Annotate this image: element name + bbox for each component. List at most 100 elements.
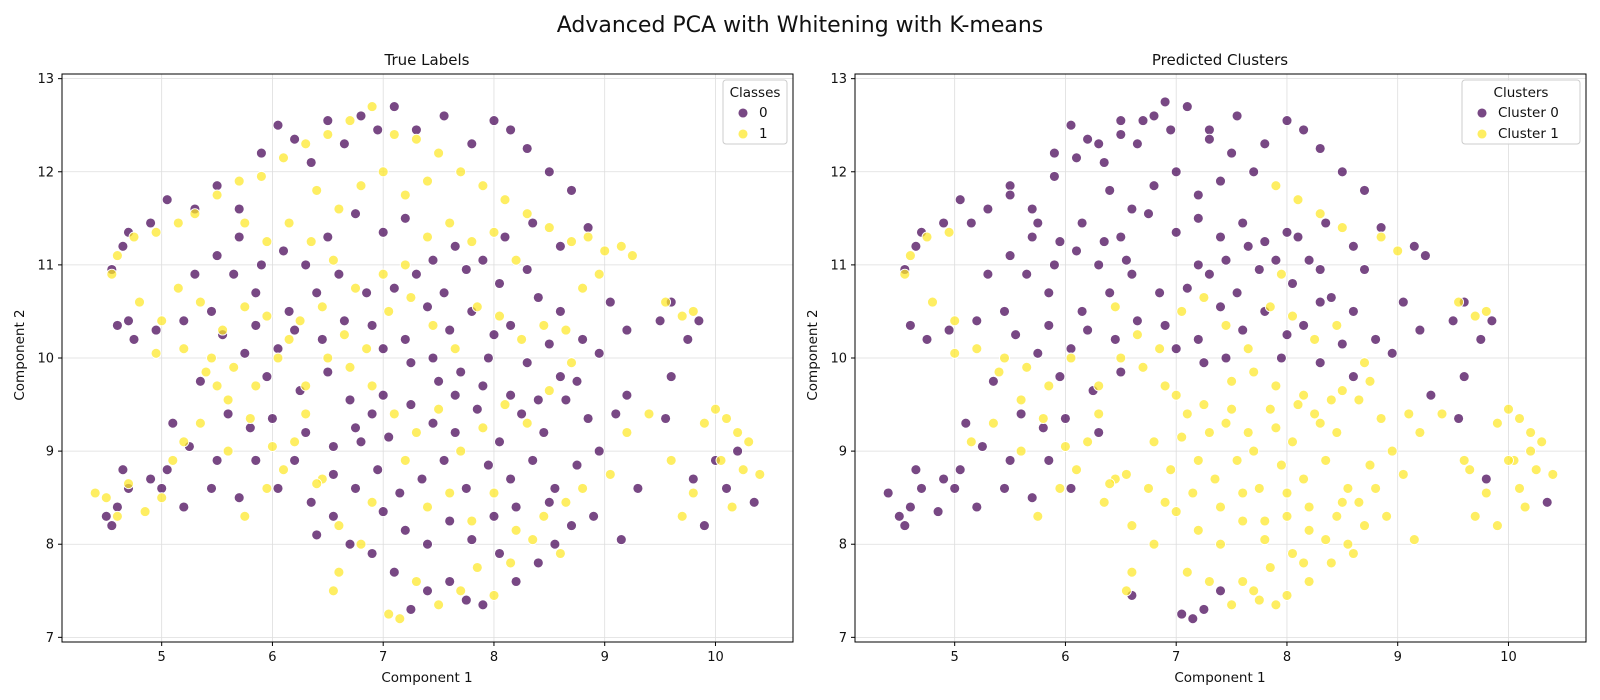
scatter-point	[433, 403, 445, 415]
scatter-point	[1115, 115, 1127, 127]
scatter-point	[1475, 333, 1487, 345]
scatter-point	[322, 129, 334, 140]
scatter-point	[422, 585, 433, 597]
scatter-point	[311, 478, 323, 490]
scatter-point	[233, 203, 245, 215]
figure-title: Advanced PCA with Whitening with K-means	[557, 13, 1044, 38]
scatter-point	[1414, 324, 1426, 336]
scatter-point	[554, 548, 566, 559]
scatter-point	[422, 501, 433, 513]
scatter-point	[582, 222, 594, 234]
scatter-point	[676, 510, 688, 522]
scatter-point	[294, 315, 306, 327]
scatter-point	[1093, 138, 1105, 150]
scatter-point	[1237, 487, 1249, 499]
scatter-point	[949, 315, 961, 327]
scatter-point	[932, 506, 944, 518]
scatter-point	[1148, 180, 1160, 192]
scatter-point	[1192, 333, 1204, 345]
scatter-point	[1336, 338, 1348, 350]
scatter-point	[89, 487, 101, 499]
scatter-point	[1048, 170, 1060, 182]
scatter-point	[999, 352, 1010, 364]
scatter-point	[1292, 231, 1304, 243]
scatter-point	[399, 524, 411, 536]
scatter-point	[211, 189, 223, 201]
scatter-point	[327, 585, 339, 597]
scatter-point	[350, 282, 361, 294]
scatter-point	[100, 492, 112, 504]
y-tick-label: 13	[37, 72, 54, 87]
scatter-point	[333, 268, 345, 280]
scatter-point	[300, 380, 312, 392]
scatter-point	[471, 562, 483, 573]
y-tick-label: 9	[839, 445, 847, 460]
subplot-title: True Labels	[384, 51, 470, 69]
scatter-point	[1364, 459, 1376, 471]
scatter-point	[1198, 292, 1210, 303]
series-1	[89, 101, 766, 625]
y-tick-label: 11	[37, 258, 54, 273]
scatter-point	[455, 366, 467, 378]
scatter-point	[899, 520, 911, 532]
scatter-point	[621, 389, 633, 401]
scatter-point	[1248, 445, 1260, 457]
scatter-point	[1048, 259, 1060, 271]
scatter-point	[1314, 264, 1326, 275]
scatter-point	[1336, 166, 1348, 178]
scatter-point	[582, 413, 594, 424]
scatter-point	[327, 441, 339, 452]
scatter-point	[943, 324, 955, 336]
x-tick-label: 7	[1172, 650, 1180, 665]
scatter-point	[422, 301, 433, 313]
scatter-point	[982, 268, 994, 280]
scatter-point	[123, 315, 134, 327]
scatter-point	[1215, 538, 1226, 550]
scatter-point	[250, 287, 262, 299]
scatter-point	[1143, 208, 1154, 220]
scatter-point	[433, 375, 445, 387]
scatter-point	[949, 347, 961, 359]
scatter-point	[543, 385, 555, 397]
scatter-point	[233, 231, 245, 243]
scatter-point	[1480, 473, 1492, 485]
scatter-point	[338, 138, 350, 150]
scatter-point	[1093, 380, 1105, 392]
scatter-point	[1364, 375, 1376, 387]
scatter-point	[494, 278, 505, 289]
scatter-point	[1181, 566, 1193, 578]
scatter-point	[178, 315, 190, 327]
scatter-point	[477, 422, 489, 434]
scatter-point	[543, 338, 555, 350]
scatter-point	[938, 217, 950, 229]
scatter-point	[128, 333, 140, 345]
scatter-point	[211, 250, 223, 262]
scatter-point	[471, 301, 483, 313]
scatter-point	[527, 534, 539, 546]
scatter-point	[538, 319, 550, 331]
scatter-point	[1215, 301, 1226, 313]
scatter-point	[993, 366, 1005, 378]
scatter-point	[532, 394, 544, 406]
scatter-point	[1287, 310, 1298, 322]
scatter-point	[543, 222, 555, 234]
scatter-point	[1203, 133, 1215, 145]
legend-title: Classes	[730, 85, 781, 101]
scatter-point	[372, 464, 384, 476]
x-tick-label: 9	[1394, 650, 1402, 665]
scatter-point	[1248, 585, 1260, 597]
scatter-point	[283, 305, 295, 317]
scatter-point	[1536, 436, 1548, 448]
scatter-point	[422, 175, 433, 187]
scatter-point	[1237, 217, 1249, 229]
scatter-point	[178, 436, 190, 448]
scatter-point	[194, 296, 206, 308]
scatter-point	[1275, 352, 1287, 364]
scatter-point	[1287, 278, 1298, 289]
scatter-point	[1226, 375, 1238, 387]
scatter-point	[233, 492, 245, 504]
scatter-point	[510, 576, 522, 587]
scatter-point	[538, 510, 550, 522]
scatter-point	[377, 343, 389, 355]
